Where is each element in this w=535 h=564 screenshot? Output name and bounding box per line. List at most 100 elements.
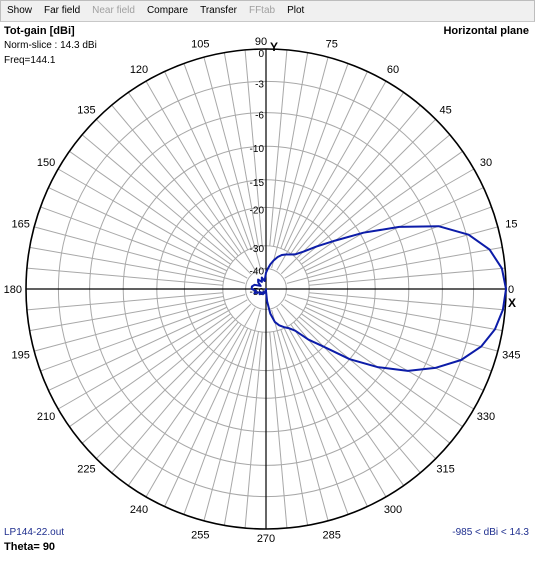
grid-spoke [293,321,421,474]
grid-spoke [29,246,224,282]
grid-spoke [280,63,349,249]
theta-text: Theta= 90 [4,541,56,553]
angle-tick-label: 180 [4,284,22,296]
grid-spoke [301,150,463,265]
radial-tick-label: -20 [250,205,265,216]
grid-spoke [308,267,506,286]
menu-transfer[interactable]: Transfer [200,5,237,16]
grid-spoke [81,316,234,444]
grid-spoke [111,104,239,257]
grid-spoke [280,303,437,460]
angle-tick-label: 300 [384,504,402,516]
menu-show[interactable]: Show [7,5,33,16]
menu-bar: Show Far field Near field Compare Transf… [0,0,535,22]
grid-spoke [273,52,309,247]
grid-spoke [145,80,256,271]
grid-spoke [203,57,261,269]
grid-spoke [301,313,463,428]
grid-spoke [284,168,475,279]
angle-tick-label: 240 [130,504,148,516]
angle-tick-label: 330 [477,411,495,423]
grid-spoke [48,306,228,391]
grid-spoke [273,331,309,526]
grid-spoke [280,118,437,275]
grid-spoke [29,296,224,332]
grid-spoke [223,52,259,247]
radial-tick-label: -3 [255,79,264,90]
grid-spoke [283,327,368,507]
angle-tick-label: 315 [436,464,454,476]
grid-spoke [111,321,239,474]
frequency-text: Freq=144.1 [4,55,56,66]
radial-tick-label: -40 [250,267,265,278]
menu-compare[interactable]: Compare [146,5,189,16]
grid-spoke [203,309,261,521]
grid-spoke [271,57,329,269]
angle-tick-label: 75 [326,39,338,51]
grid-spoke [26,292,224,311]
grid-spoke [290,324,405,486]
grid-spoke [34,226,246,284]
plane-title: Horizontal plane [443,25,529,37]
grid-spoke [269,331,288,529]
grid-spoke [40,303,226,372]
grid-spoke [304,187,484,272]
menu-far-field[interactable]: Far field [44,5,81,16]
grid-spoke [286,226,498,284]
grid-spoke [293,104,421,257]
grid-spoke [271,309,329,521]
polar-chart: 0-3-6-10-15-20-30-40-50 01530456075901051… [4,36,521,545]
angle-tick-label: 270 [257,533,275,545]
grid-spoke [304,306,484,391]
grid-spoke [223,331,259,526]
radial-tick-label: -6 [255,111,264,122]
grid-spoke [283,71,368,251]
norm-slice-text: Norm-slice : 14.3 dBi [4,40,97,51]
grid-spoke [298,134,451,262]
grid-spoke [95,118,252,275]
angle-tick-label: 255 [191,529,209,541]
grid-spoke [183,329,252,515]
angle-tick-label: 60 [387,64,399,76]
radial-tick-label: -10 [250,144,265,155]
grid-spoke [276,80,387,271]
grid-spoke [69,150,231,265]
radial-tick-label: 0 [258,49,264,60]
grid-spoke [308,246,503,282]
grid-spoke [298,316,451,444]
angle-tick-label: 150 [37,157,55,169]
angle-tick-label: 90 [255,36,267,48]
gain-range-text: -985 < dBi < 14.3 [452,527,529,538]
radial-tick-label: -30 [250,244,265,255]
grid-spoke [269,49,288,247]
grid-spoke [69,313,231,428]
grid-spoke [57,299,248,410]
polar-plot-area: 0 -3 -6 -10 -15 -20 -30 -40 -50 0 15 30 45 60 75 90 105 1… [0,21,535,559]
grid-spoke [57,168,248,279]
grid-spoke [284,299,475,410]
angle-tick-label: 345 [502,350,520,362]
angle-tick-label: 30 [480,157,492,169]
menu-near-field: Near field [92,5,135,16]
angle-tick-label: 195 [11,350,29,362]
grid-spoke [308,296,503,332]
angle-tick-label: 285 [323,529,341,541]
grid-spoke [40,206,226,275]
grid-spoke [276,307,387,498]
grid-spoke [164,327,249,507]
grid-spoke [127,324,242,486]
y-axis-label: Y [270,40,278,54]
grid-spoke [306,206,492,275]
grid-spoke [244,331,263,529]
angle-tick-label: 135 [77,104,95,116]
grid-spoke [26,267,224,286]
grid-spoke [286,294,498,352]
grid-spoke [127,92,242,254]
angle-tick-label: 120 [130,64,148,76]
angle-tick-label: 225 [77,464,95,476]
grid-spoke [183,63,252,249]
angle-tick-label: 165 [11,218,29,230]
x-axis-label: X [508,296,516,310]
grid-spoke [280,329,349,515]
menu-plot[interactable]: Plot [287,5,305,16]
